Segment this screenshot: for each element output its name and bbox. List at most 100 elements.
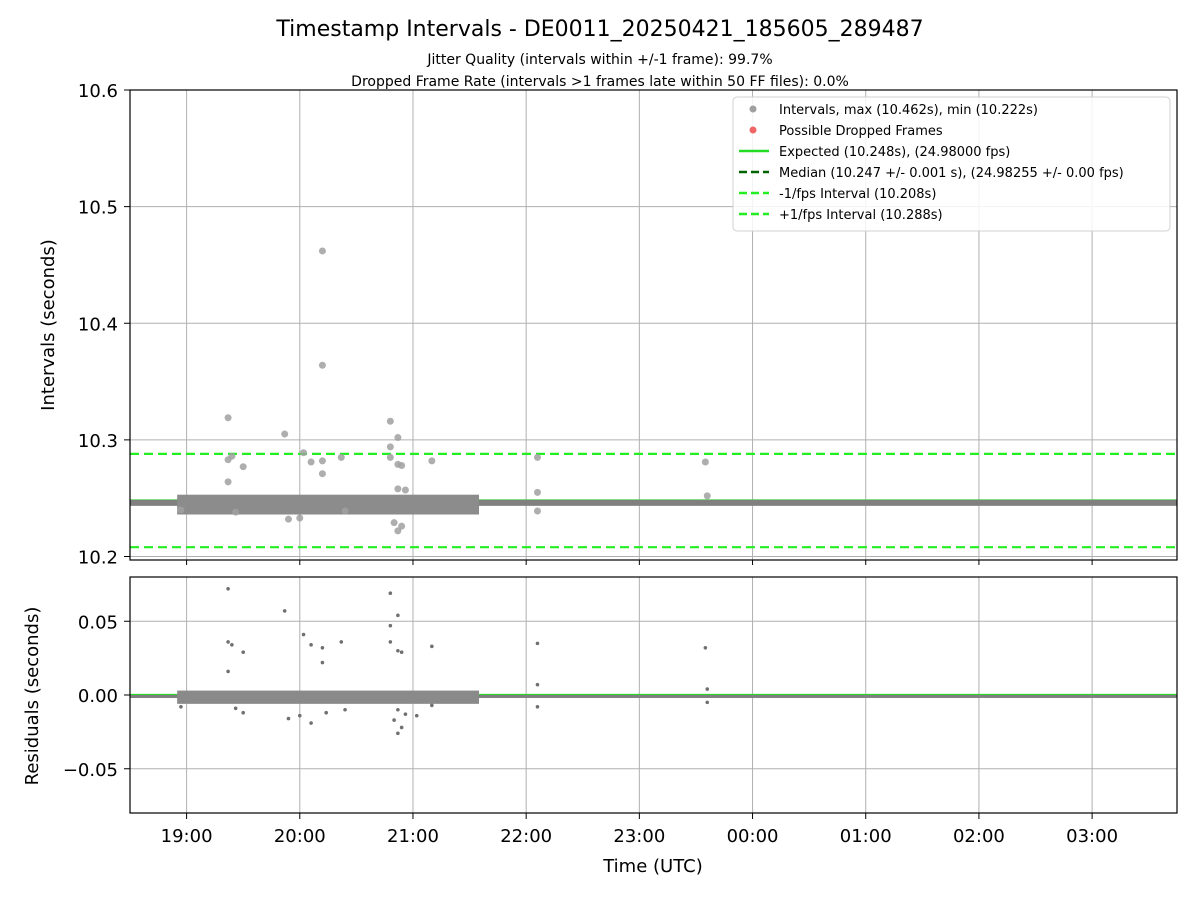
- interval-point: [239, 463, 247, 471]
- residual-point: [430, 644, 434, 649]
- chart-title: Timestamp Intervals - DE0011_20250421_18…: [275, 17, 923, 42]
- interval-point: [318, 361, 326, 369]
- residuals-y-tick-label: −0.05: [63, 760, 118, 781]
- interval-point: [533, 488, 541, 496]
- residual-point: [399, 650, 404, 655]
- legend-label: Intervals, max (10.462s), min (10.222s): [779, 103, 1038, 118]
- residual-point: [705, 687, 710, 691]
- interval-point: [701, 458, 709, 466]
- residual-point: [388, 591, 393, 596]
- x-tick-label: 03:00: [1066, 826, 1118, 847]
- intervals-y-tick-label: 10.5: [78, 198, 118, 219]
- x-tick-label: 22:00: [500, 826, 552, 847]
- residual-point: [309, 721, 313, 725]
- interval-point: [337, 453, 345, 461]
- interval-point: [177, 506, 185, 514]
- intervals-y-axis-label: Intervals (seconds): [38, 239, 59, 411]
- interval-point: [390, 519, 398, 527]
- intervals-frame: [129, 89, 1178, 561]
- residual-point: [230, 643, 234, 647]
- interval-point: [281, 430, 289, 438]
- residual-point: [286, 716, 291, 721]
- x-tick-label: 00:00: [727, 826, 779, 847]
- residual-point: [388, 623, 393, 628]
- residuals-dense-cluster: [177, 690, 479, 704]
- residuals-y-axis-label: Residuals (seconds): [22, 607, 43, 786]
- residual-point: [320, 660, 325, 665]
- intervals-legend: Intervals, max (10.462s), min (10.222s) P…: [732, 96, 1171, 232]
- intervals-y-tick-label: 10.6: [78, 81, 118, 102]
- intervals-y-tick-label: 10.2: [78, 548, 118, 569]
- interval-point: [341, 507, 349, 515]
- intervals-y-tick-label: 10.3: [78, 431, 118, 452]
- interval-point: [386, 453, 394, 461]
- residuals-baseline-band: [130, 694, 1177, 698]
- residuals-y-tick-label: 0.00: [78, 686, 118, 707]
- interval-point: [401, 486, 409, 494]
- interval-point: [318, 457, 326, 465]
- interval-point: [307, 458, 315, 466]
- residual-point: [396, 648, 400, 653]
- residual-point: [282, 609, 287, 613]
- residual-point: [179, 705, 183, 709]
- x-tick-label: 01:00: [840, 826, 892, 847]
- legend-label: Expected (10.248s), (24.98000 fps): [779, 145, 1010, 160]
- residual-point: [392, 718, 396, 722]
- interval-point: [318, 247, 326, 255]
- residual-point: [535, 641, 540, 646]
- interval-point: [703, 492, 711, 500]
- intervals-baseline-band: [130, 499, 1177, 506]
- interval-point: [533, 507, 541, 515]
- residual-point: [339, 640, 344, 644]
- interval-point: [318, 470, 326, 478]
- residuals-y-tick-label: 0.05: [78, 612, 118, 633]
- legend-marker: [749, 126, 757, 134]
- interval-point: [394, 485, 402, 493]
- residual-point: [399, 725, 404, 730]
- legend-label: Possible Dropped Frames: [779, 124, 943, 139]
- interval-point: [386, 417, 394, 425]
- residual-point: [226, 640, 230, 644]
- interval-point: [394, 527, 402, 535]
- residual-point: [403, 712, 408, 716]
- residual-point: [396, 731, 400, 736]
- residual-point: [388, 640, 393, 644]
- residuals-points: [130, 587, 1177, 736]
- residual-point: [309, 643, 313, 647]
- interval-point: [394, 434, 402, 442]
- residual-point: [324, 710, 328, 715]
- interval-point: [296, 514, 304, 522]
- residual-point: [297, 713, 302, 718]
- intervals-points: [130, 247, 1177, 535]
- legend-label: -1/fps Interval (10.208s): [779, 187, 936, 202]
- residual-point: [535, 682, 540, 687]
- residuals-axes: −0.05 0.00 0.05 19:00 20:00 21:00 22:00 23:00 00…: [63, 576, 1178, 847]
- residual-point: [301, 632, 306, 637]
- x-tick-label: 23:00: [613, 826, 665, 847]
- residual-point: [320, 646, 325, 650]
- residual-point: [241, 710, 245, 715]
- residual-point: [233, 706, 238, 711]
- residual-point: [241, 650, 245, 655]
- residual-point: [703, 646, 708, 650]
- residual-point: [535, 705, 540, 709]
- legend-marker: [749, 105, 757, 113]
- intervals-y-tick-label: 10.4: [78, 314, 118, 335]
- chart-subtitle-jitter: Jitter Quality (intervals within +/-1 fr…: [426, 52, 772, 68]
- legend-label: Median (10.247 +/- 0.001 s), (24.98255 +…: [779, 166, 1124, 181]
- interval-point: [232, 508, 240, 516]
- interval-point: [533, 453, 541, 461]
- legend-box: [732, 96, 1171, 232]
- interval-point: [428, 457, 436, 465]
- legend-label: +1/fps Interval (10.288s): [779, 208, 943, 223]
- interval-point: [284, 515, 292, 523]
- interval-point: [398, 462, 406, 470]
- interval-point: [224, 414, 232, 422]
- intervals-dense-cluster: [177, 494, 479, 515]
- residual-point: [705, 700, 710, 705]
- residual-point: [226, 587, 230, 591]
- residuals-panel: −0.05 0.00 0.05 19:00 20:00 21:00 22:00 23:00 00…: [22, 576, 1178, 877]
- residual-point: [396, 707, 400, 712]
- interval-point: [398, 522, 406, 530]
- interval-point: [386, 443, 394, 451]
